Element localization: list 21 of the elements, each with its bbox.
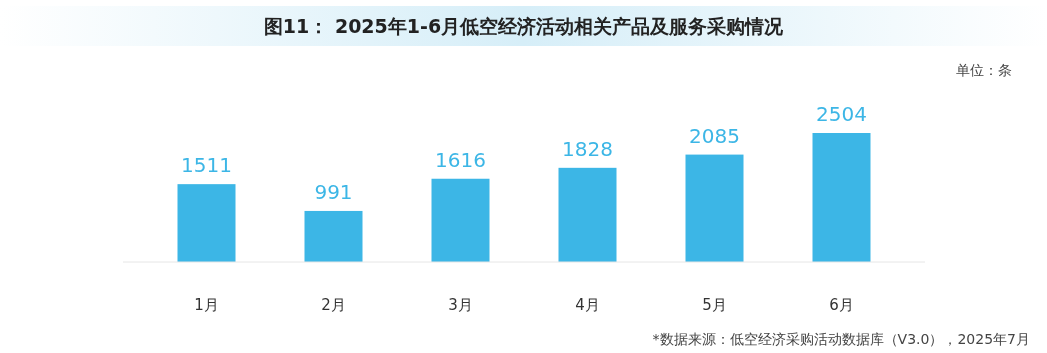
text: 单位：条 [956,62,1012,78]
bar [812,133,871,262]
bar [685,154,744,262]
x-tick-label: 5月 [702,296,727,314]
bar [177,184,236,262]
x-tick-label: 2月 [321,296,346,314]
bar [558,167,617,262]
x-tick-label: 6月 [829,296,854,314]
data-label: 991 [314,179,353,204]
data-label: 1616 [435,147,486,172]
data-label: 1511 [181,153,232,178]
chart-title: 图11： 2025年1-6月低空经济活动相关产品及服务采购情况 [263,15,785,37]
data-label: 2085 [689,123,740,148]
bar [304,210,363,262]
data-label: 2504 [816,102,867,126]
bar [431,178,490,262]
x-tick-label: 4月 [575,296,600,314]
data-label: 1828 [562,136,613,161]
x-tick-label: 3月 [448,296,473,314]
x-tick-label: 1月 [194,296,219,314]
text: *数据来源：低空经济采购活动数据库（V3.0），2025年7月 [652,331,1030,347]
